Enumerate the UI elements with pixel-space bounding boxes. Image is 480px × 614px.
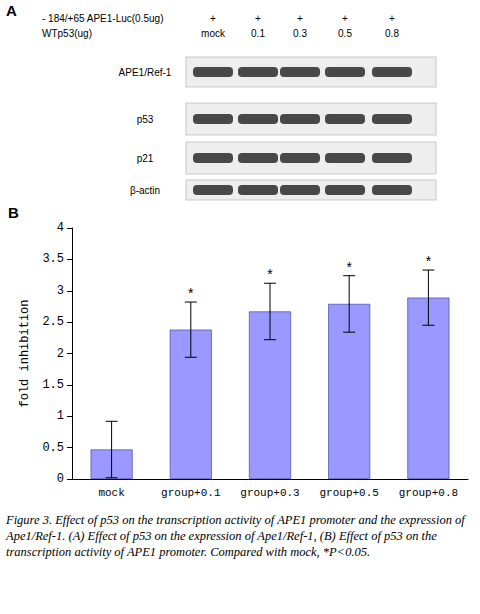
svg-text:0.8: 0.8: [385, 28, 399, 39]
svg-text:0.5: 0.5: [42, 441, 64, 455]
html-text:Figure 3. Effect of p53 on the: Figure 3. Effect of p53 on the transcrip…: [6, 513, 465, 559]
svg-text:fold inhibition: fold inhibition: [18, 299, 32, 407]
svg-text:+: +: [297, 13, 303, 24]
svg-text:+: +: [389, 13, 395, 24]
svg-text:*: *: [426, 253, 432, 269]
svg-text:group+0.1: group+0.1: [161, 487, 221, 499]
svg-text:2.5: 2.5: [42, 315, 64, 329]
svg-text:3: 3: [57, 284, 64, 298]
svg-text:β-actin: β-actin: [130, 185, 160, 196]
html-text:B: B: [8, 204, 19, 221]
svg-text:WTp53(ug): WTp53(ug): [42, 28, 92, 39]
svg-text:0: 0: [57, 472, 64, 486]
svg-text:APE1/Ref-1: APE1/Ref-1: [119, 67, 172, 78]
svg-text:0.5: 0.5: [338, 28, 352, 39]
svg-text:group+0.5: group+0.5: [319, 487, 378, 499]
svg-text:3.5: 3.5: [42, 252, 64, 266]
svg-text:4: 4: [57, 221, 64, 235]
svg-text:+: +: [255, 13, 261, 24]
svg-text:0.3: 0.3: [293, 28, 307, 39]
svg-text:2: 2: [57, 347, 64, 361]
svg-text:group+0.8: group+0.8: [399, 487, 458, 499]
svg-text:+: +: [210, 13, 216, 24]
svg-text:*: *: [346, 259, 352, 275]
svg-text:mock: mock: [201, 28, 226, 39]
svg-text:1: 1: [57, 409, 64, 423]
svg-text:mock: mock: [98, 487, 125, 499]
svg-text:A: A: [6, 2, 17, 19]
svg-text:1.5: 1.5: [42, 378, 64, 392]
svg-text:0.1: 0.1: [251, 28, 265, 39]
svg-text:*: *: [188, 285, 194, 301]
svg-text:p21: p21: [137, 153, 154, 164]
svg-text:*: *: [267, 266, 273, 282]
svg-text:- 184/+65 APE1-Luc(0.5ug): - 184/+65 APE1-Luc(0.5ug): [42, 13, 163, 24]
svg-text:group+0.3: group+0.3: [240, 487, 299, 499]
svg-text:p53: p53: [137, 114, 154, 125]
svg-text:+: +: [342, 13, 348, 24]
